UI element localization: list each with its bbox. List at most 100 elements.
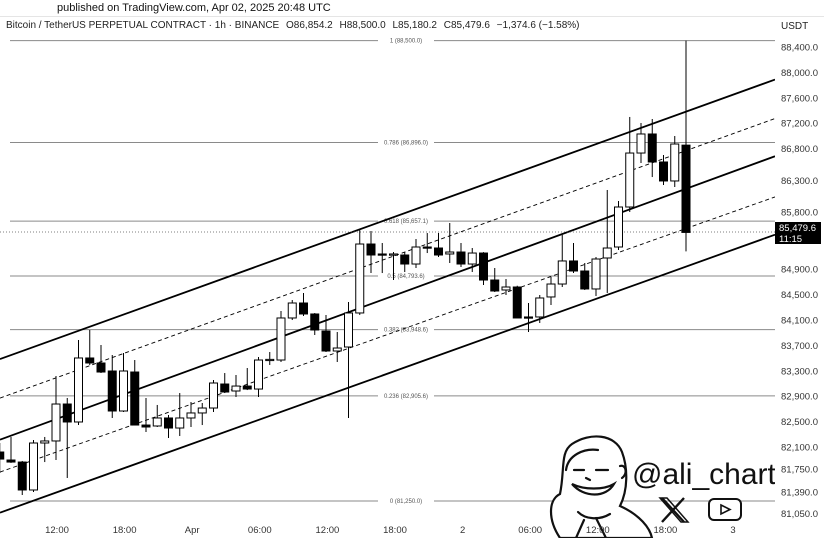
candle-body-up	[197, 407, 207, 414]
candle	[614, 200, 623, 250]
candle-body-down	[681, 144, 691, 233]
candle-body-down	[141, 424, 151, 428]
candle	[479, 252, 488, 285]
candle-body-down	[524, 316, 533, 319]
candle-body-up	[209, 382, 218, 409]
price-tick-label: 83,300.0	[781, 366, 818, 377]
fib-label-bg	[378, 217, 434, 226]
price-tick-label: 82,900.0	[781, 392, 818, 403]
candle	[175, 393, 185, 437]
candle-body-up	[152, 417, 162, 427]
watermark-handle: @ali_charts	[632, 458, 791, 491]
price-tick-label: 88,400.0	[781, 43, 818, 54]
candle	[231, 375, 241, 398]
channel-line	[0, 233, 776, 514]
candle-body-down	[490, 279, 500, 292]
price-tick-label: 83,700.0	[781, 341, 818, 352]
candle	[625, 116, 635, 213]
candle-body-up	[389, 253, 398, 256]
price-tick-label: 87,600.0	[781, 93, 818, 104]
candle	[490, 268, 500, 293]
candle	[96, 344, 106, 374]
time-tick-label: 2	[460, 525, 465, 536]
candle	[74, 340, 83, 426]
candle-body-up	[40, 440, 50, 444]
price-tick-label: 81,050.0	[781, 509, 818, 520]
fib-level-label: 1 (88,500.0)	[390, 39, 422, 45]
price-axis[interactable]: 88,400.0 88,000.0 87,600.0 87,200.0 86,800.0…	[781, 43, 818, 521]
candle-body-up	[591, 258, 601, 290]
fib-retracement[interactable]: 1 (88,500.0) 0.786 (86,896.0) 0.618 (85,65…	[10, 36, 775, 505]
candle-body-down	[400, 254, 410, 265]
candle-body-up	[332, 347, 342, 352]
fib-label-bg	[378, 325, 434, 334]
candle-body-up	[445, 251, 455, 255]
candle	[647, 119, 657, 178]
candle	[6, 436, 16, 463]
candle-body-down	[366, 243, 376, 256]
candle	[17, 460, 27, 495]
candle	[332, 332, 342, 362]
candle-body-down	[647, 133, 657, 163]
fib-label-bg	[378, 36, 434, 45]
candles	[0, 40, 691, 495]
time-tick-label: 18:00	[654, 525, 678, 536]
price-tick-label: 84,500.0	[781, 290, 818, 301]
candle-body-down	[62, 403, 72, 423]
candle	[299, 292, 308, 317]
candle-body-down	[434, 247, 443, 256]
current-price-label: 85,479.6 11:15	[775, 222, 821, 245]
price-tick-label: 82,500.0	[781, 417, 818, 428]
candle	[434, 233, 443, 258]
time-axis[interactable]: 12:00 18:00 Apr 06:00 12:00 18:00 2 06:00 12:00 1…	[45, 525, 736, 536]
candle-body-down	[377, 253, 387, 256]
parallel-channel[interactable]	[0, 78, 776, 514]
ohlc-low: L85,180.2	[392, 20, 437, 31]
candle	[512, 285, 522, 319]
candle	[40, 436, 50, 463]
candle	[569, 243, 578, 274]
candle	[119, 352, 128, 413]
candle-body-down	[580, 270, 590, 290]
candle	[524, 303, 533, 333]
fib-level-label: 0.236 (82,905.6)	[384, 394, 428, 400]
candle-body-up	[51, 403, 61, 442]
candle-body-up	[670, 143, 680, 182]
avatar-icon	[549, 435, 654, 538]
candle-body-up	[535, 297, 545, 318]
candle-body-up	[625, 152, 635, 208]
ohlc-close: C85,479.6	[443, 20, 490, 31]
candle-body-up	[254, 359, 263, 390]
candle	[310, 313, 320, 335]
candle	[107, 355, 117, 418]
time-tick-label: 3	[730, 525, 735, 536]
x-logo-icon	[658, 497, 690, 523]
candle-body-down	[299, 302, 308, 315]
price-tick-label: 82,100.0	[781, 443, 818, 454]
price-tick-label: 87,200.0	[781, 119, 818, 130]
price-tick-label: 81,390.0	[781, 488, 818, 499]
candle-body-down	[512, 286, 522, 319]
candle	[411, 239, 421, 269]
candle-body-down	[569, 260, 578, 272]
candle	[152, 404, 162, 427]
fib-level-label: 0.5 (84,793.6)	[387, 274, 424, 280]
fib-label-bg	[378, 138, 434, 147]
candle-body-down	[479, 252, 488, 281]
candle-body-up	[265, 358, 275, 362]
currency-unit: USDT	[781, 21, 809, 32]
symbol-title[interactable]: Bitcoin / TetherUS PERPETUAL CONTRACT · …	[6, 20, 280, 31]
fib-level-label: 0 (81,250.0)	[390, 499, 422, 505]
candle-body-down	[130, 371, 140, 426]
candle	[209, 380, 218, 413]
candle	[220, 373, 230, 394]
candle	[389, 252, 398, 281]
published-note: published on TradingView.com, Apr 02, 20…	[57, 2, 331, 14]
candle-body-down	[422, 246, 432, 249]
price-tick-label: 84,100.0	[781, 316, 818, 327]
candle	[366, 231, 376, 274]
candle-body-up	[614, 206, 623, 248]
ohlc-change: −1,374.6 (−1.58%)	[496, 20, 580, 31]
candle-body-down	[17, 461, 27, 491]
